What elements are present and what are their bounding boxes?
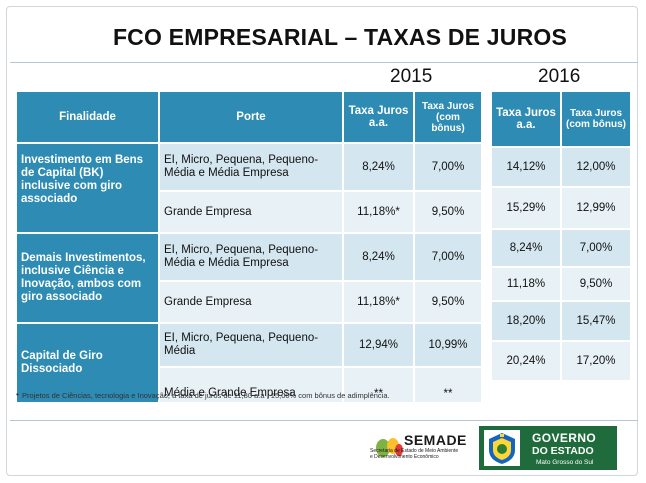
semade-sub1: Secretaria de Estado de Meio Ambiente <box>370 448 459 454</box>
table-row: Grande Empresa 11,18%* 9,50% <box>16 280 483 324</box>
gov-line1: GOVERNO <box>532 431 597 445</box>
taxa-cell: 11,18%* <box>342 280 415 324</box>
table-row: Investimento em Bens de Capital (BK) inc… <box>15 142 483 234</box>
bonus-cell: 7,00% <box>413 232 483 282</box>
slide-border <box>6 6 638 476</box>
taxa-2016-cell: 15,29% <box>490 186 562 230</box>
footnote-bullet: • <box>16 390 19 399</box>
bonus-2016-cell: 12,00% <box>560 146 632 188</box>
finalidade-bk: Investimento em Bens de Capital (BK) inc… <box>15 142 160 234</box>
table-row: Grande Empresa 11,18%* 9,50% <box>16 190 483 234</box>
taxa-2016-cell: 11,18% <box>490 266 562 302</box>
page-title: FCO EMPRESARIAL – TAXAS DE JUROS <box>112 24 568 50</box>
bonus-cell: ** <box>413 366 483 404</box>
table-row: 11,18% 9,50% <box>490 266 632 302</box>
table-row: 14,12% 12,00% <box>490 146 632 188</box>
table-row: Capital de Giro Dissociado EI, Micro, Pe… <box>15 322 483 404</box>
bonus-2016-cell: 15,47% <box>560 300 632 342</box>
porte-cell: EI, Micro, Pequena, Pequeno-Média e Médi… <box>158 232 344 282</box>
table-row: 15,29% 12,99% <box>490 186 632 230</box>
taxa-cell: ** <box>342 366 415 404</box>
table-row: 8,24% 7,00% <box>490 228 632 268</box>
porte-cell: EI, Micro, Pequena, Pequeno-Média e Médi… <box>158 142 344 192</box>
header-2016-taxa-juros: Taxa Juros a.a. <box>490 90 562 148</box>
porte-cell: Grande Empresa <box>158 190 344 234</box>
bonus-cell: 9,50% <box>413 280 483 324</box>
taxa-2016-cell: 8,24% <box>490 228 562 268</box>
bonus-cell: 10,99% <box>413 322 483 368</box>
taxa-cell: 11,18%* <box>342 190 415 234</box>
table-2015: Finalidade Porte Taxa Juros a.a. Taxa Ju… <box>15 90 483 404</box>
bonus-2016-cell: 9,50% <box>560 266 632 302</box>
header-2016-taxa-bonus: Taxa Juros (com bônus) <box>560 90 632 148</box>
table-row: 18,20% 15,47% <box>490 300 632 342</box>
header-finalidade: Finalidade <box>15 90 160 144</box>
taxa-cell: 8,24% <box>342 142 415 192</box>
gov-line2: DO ESTADO <box>532 445 594 457</box>
taxa-cell: 8,24% <box>342 232 415 282</box>
table-2016: Taxa Juros a.a. Taxa Juros (com bônus) 1… <box>490 90 632 382</box>
taxa-cell: 12,94% <box>342 322 415 368</box>
table-2016-header-row: Taxa Juros a.a. Taxa Juros (com bônus) <box>490 90 632 148</box>
porte-cell: Grande Empresa <box>158 280 344 324</box>
bonus-cell: 9,50% <box>413 190 483 234</box>
title-rule <box>10 62 638 63</box>
bonus-2016-cell: 17,20% <box>560 340 632 382</box>
semade-sub2: e Desenvolvimento Econômico <box>370 454 439 460</box>
taxa-2016-cell: 20,24% <box>490 340 562 382</box>
porte-cell: Média e Grande Empresa <box>158 366 344 404</box>
header-taxa-juros: Taxa Juros a.a. <box>342 90 415 144</box>
bonus-2016-cell: 7,00% <box>560 228 632 268</box>
gov-line3: Mato Grosso do Sul <box>536 459 594 466</box>
semade-name: SEMADE <box>404 432 467 448</box>
taxa-2016-cell: 18,20% <box>490 300 562 342</box>
porte-cell: EI, Micro, Pequena, Pequeno-Média <box>158 322 344 368</box>
semade-logo: SEMADE Secretaria de Estado de Meio Ambi… <box>370 432 470 460</box>
table-2015-header-row: Finalidade Porte Taxa Juros a.a. Taxa Ju… <box>15 90 483 144</box>
table-row: Média e Grande Empresa ** ** <box>16 366 483 404</box>
table-row: 20,24% 17,20% <box>490 340 632 382</box>
taxa-2016-cell: 14,12% <box>490 146 562 188</box>
semade-leaf-icon <box>376 438 403 457</box>
footer-rule <box>10 420 638 421</box>
year-2015-label: 2015 <box>390 66 433 87</box>
finalidade-demais: Demais Investimentos, inclusive Ciência … <box>15 232 160 324</box>
header-taxa-bonus: Taxa Juros (com bônus) <box>413 90 483 144</box>
finalidade-giro: Capital de Giro Dissociado <box>15 322 160 404</box>
header-porte: Porte <box>158 90 344 144</box>
bonus-cell: 7,00% <box>413 142 483 192</box>
state-emblem-icon <box>484 430 520 466</box>
footnote: Projetos de Ciências, tecnologia e Inova… <box>22 391 390 400</box>
bonus-2016-cell: 12,99% <box>560 186 632 230</box>
table-row: Demais Investimentos, inclusive Ciência … <box>15 232 483 324</box>
year-2016-label: 2016 <box>538 66 581 87</box>
